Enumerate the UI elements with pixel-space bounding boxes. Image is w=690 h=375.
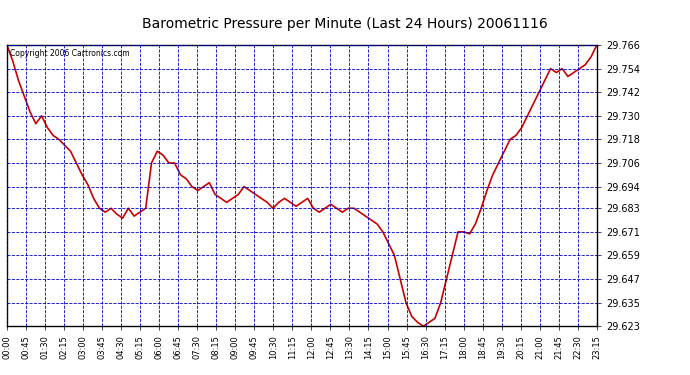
Text: Barometric Pressure per Minute (Last 24 Hours) 20061116: Barometric Pressure per Minute (Last 24 … bbox=[142, 17, 548, 31]
Text: Copyright 2006 Cartronics.com: Copyright 2006 Cartronics.com bbox=[10, 49, 130, 58]
